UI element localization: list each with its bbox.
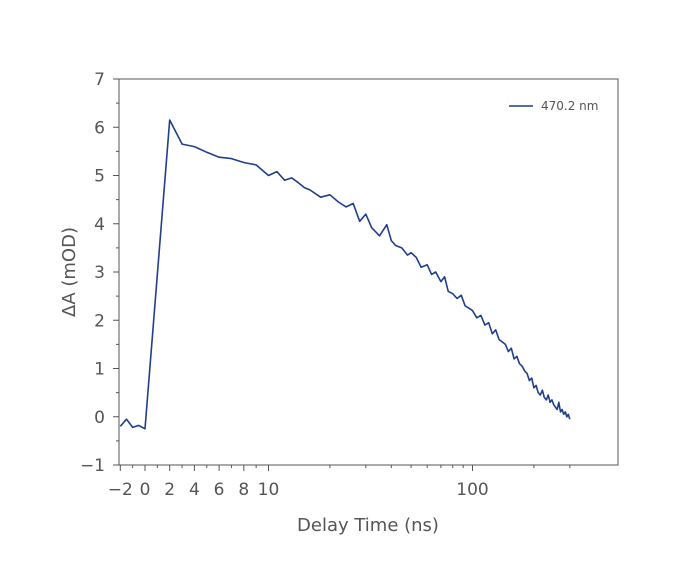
y-tick-label: −1: [80, 456, 105, 476]
y-tick-label: 7: [94, 70, 105, 90]
y-axis: −1 0 1 2 3 4 5 6 7: [80, 70, 119, 476]
plot-area: [118, 78, 619, 466]
x-tick-label: 8: [238, 480, 249, 500]
y-tick-label: 1: [94, 360, 105, 380]
y-tick-label: 6: [94, 118, 105, 138]
legend: 470.2 nm: [509, 99, 598, 113]
x-tick-label: 4: [189, 480, 200, 500]
x-tick-label: 0: [140, 480, 151, 500]
x-tick-label: 100: [456, 480, 488, 500]
x-tick-label: 2: [164, 480, 175, 500]
y-axis-label: ΔA (mOD): [59, 227, 80, 317]
y-tick-label: 3: [94, 263, 105, 283]
legend-label: 470.2 nm: [541, 99, 598, 113]
x-axis-label: Delay Time (ns): [297, 515, 439, 536]
y-tick-label: 4: [94, 215, 105, 235]
x-tick-label: −2: [108, 480, 133, 500]
y-tick-label: 5: [94, 167, 105, 187]
x-tick-label: 10: [258, 480, 280, 500]
y-tick-label: 0: [94, 408, 105, 428]
plot-frame: [118, 78, 619, 466]
series-layer: [119, 119, 571, 430]
x-axis: −2 0 2 4 6 8 10 100: [108, 465, 571, 500]
series-line: [119, 119, 571, 430]
y-tick-label: 2: [94, 311, 105, 331]
x-tick-label: 6: [214, 480, 225, 500]
